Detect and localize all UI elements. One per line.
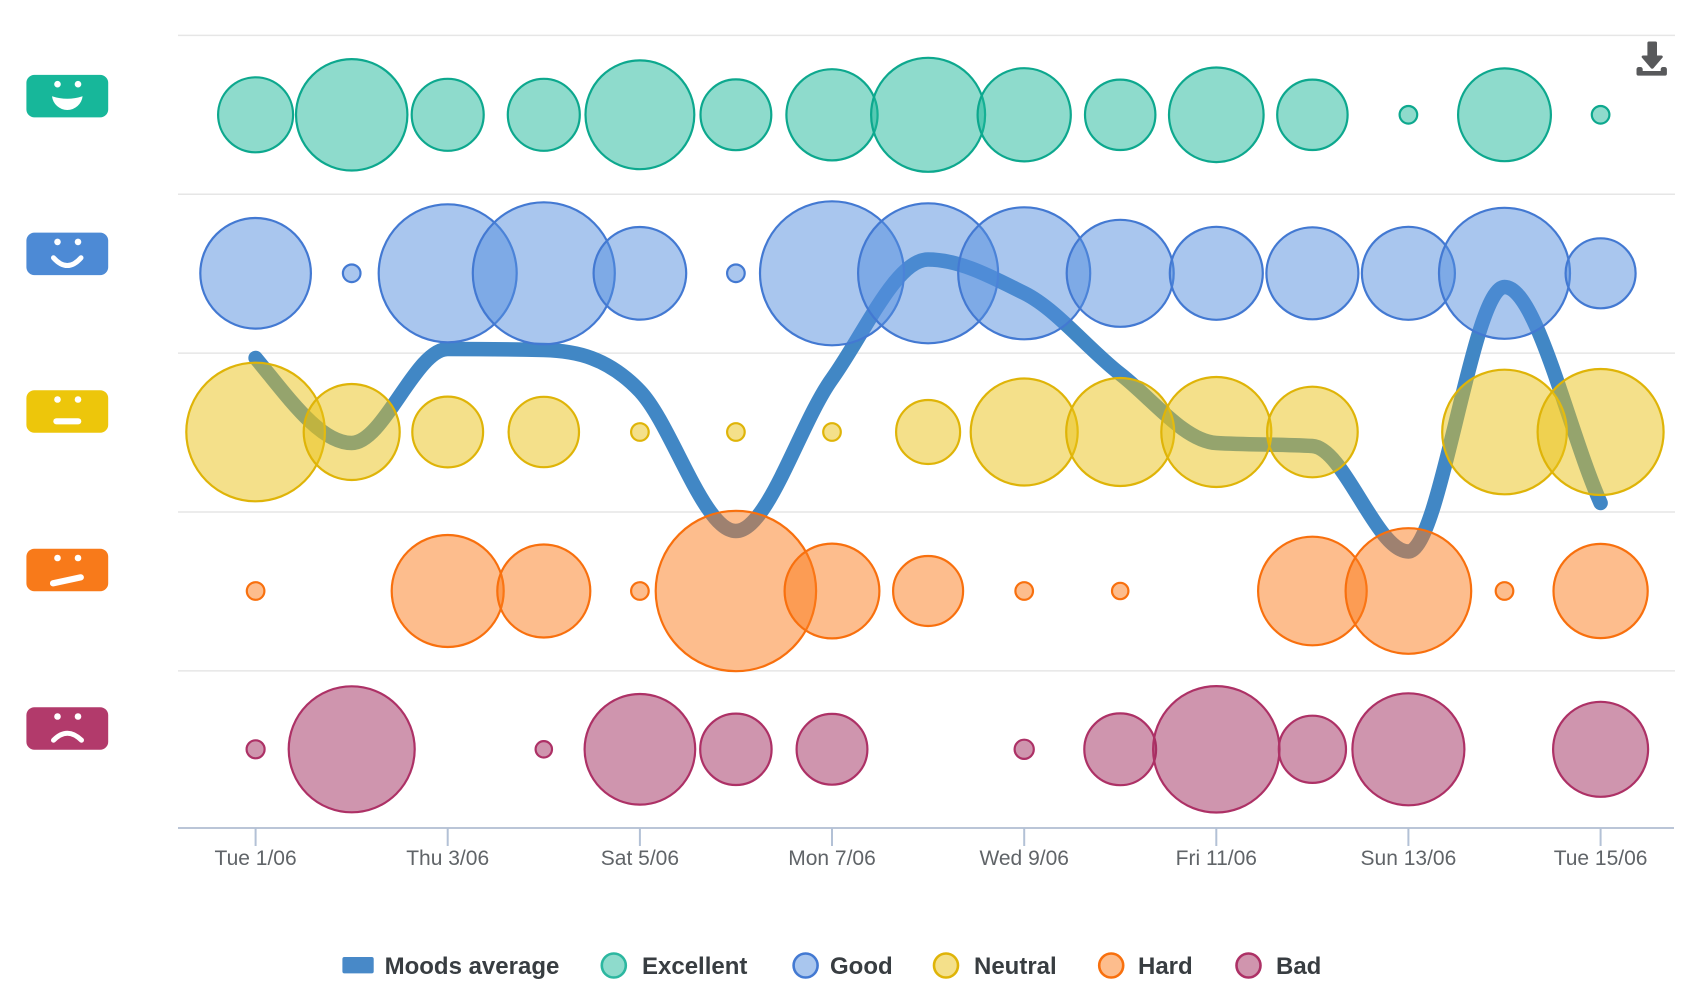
- svg-text:Sat 5/06: Sat 5/06: [601, 847, 679, 870]
- svg-text:Hard: Hard: [1138, 953, 1193, 980]
- svg-text:Good: Good: [830, 953, 893, 980]
- svg-text:Sun 13/06: Sun 13/06: [1361, 847, 1457, 870]
- svg-text:Wed 9/06: Wed 9/06: [979, 847, 1069, 870]
- svg-text:Mon 7/06: Mon 7/06: [788, 847, 876, 870]
- svg-text:Neutral: Neutral: [974, 953, 1057, 980]
- svg-text:Thu 3/06: Thu 3/06: [406, 847, 489, 870]
- svg-text:Moods average: Moods average: [385, 953, 560, 980]
- svg-text:Excellent: Excellent: [642, 953, 747, 980]
- svg-text:Fri 11/06: Fri 11/06: [1176, 847, 1257, 870]
- svg-text:Tue 15/06: Tue 15/06: [1554, 847, 1648, 870]
- svg-text:Bad: Bad: [1276, 953, 1321, 980]
- svg-text:Tue 1/06: Tue 1/06: [215, 847, 297, 870]
